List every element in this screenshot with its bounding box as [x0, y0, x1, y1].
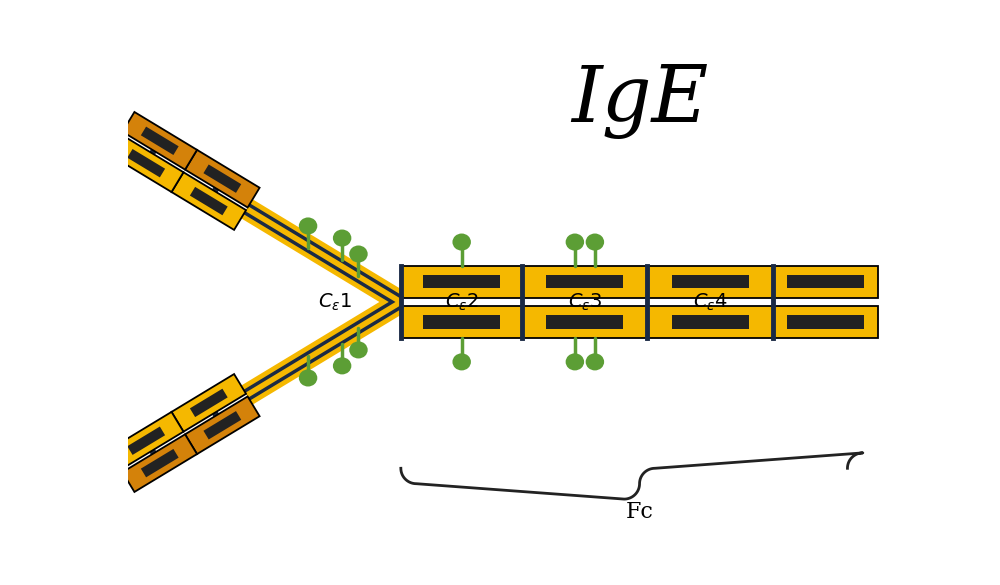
- Ellipse shape: [452, 233, 471, 250]
- Polygon shape: [127, 426, 165, 455]
- Polygon shape: [203, 164, 241, 193]
- Text: Fc: Fc: [626, 501, 653, 522]
- Polygon shape: [190, 388, 228, 417]
- Polygon shape: [122, 112, 197, 170]
- FancyBboxPatch shape: [787, 315, 864, 329]
- Ellipse shape: [566, 233, 584, 250]
- Ellipse shape: [586, 233, 604, 250]
- Polygon shape: [203, 411, 241, 439]
- FancyBboxPatch shape: [401, 306, 878, 338]
- Polygon shape: [185, 397, 260, 454]
- Text: $C_\varepsilon 4$: $C_\varepsilon 4$: [693, 291, 728, 312]
- Ellipse shape: [299, 369, 317, 387]
- Ellipse shape: [586, 353, 604, 370]
- Text: $C_\varepsilon 3$: $C_\varepsilon 3$: [568, 291, 602, 312]
- FancyBboxPatch shape: [672, 315, 749, 329]
- Ellipse shape: [566, 353, 584, 370]
- FancyBboxPatch shape: [401, 266, 878, 298]
- Ellipse shape: [349, 342, 368, 359]
- Polygon shape: [185, 150, 260, 208]
- Ellipse shape: [333, 357, 351, 374]
- Polygon shape: [122, 434, 197, 492]
- Polygon shape: [141, 126, 179, 155]
- Ellipse shape: [299, 218, 317, 235]
- Text: $C_\varepsilon 1$: $C_\varepsilon 1$: [318, 291, 352, 312]
- Text: IgE: IgE: [571, 63, 708, 139]
- Text: $C_\varepsilon 2$: $C_\varepsilon 2$: [445, 291, 479, 312]
- Polygon shape: [109, 412, 183, 470]
- FancyBboxPatch shape: [423, 315, 500, 329]
- FancyBboxPatch shape: [546, 276, 623, 288]
- Ellipse shape: [349, 246, 368, 263]
- Polygon shape: [127, 149, 165, 177]
- Ellipse shape: [333, 229, 351, 247]
- Polygon shape: [109, 135, 183, 192]
- Polygon shape: [172, 172, 246, 230]
- FancyBboxPatch shape: [423, 276, 500, 288]
- Polygon shape: [172, 374, 246, 432]
- FancyBboxPatch shape: [546, 315, 623, 329]
- Ellipse shape: [452, 353, 471, 370]
- Polygon shape: [190, 187, 228, 215]
- Polygon shape: [141, 449, 179, 477]
- FancyBboxPatch shape: [672, 276, 749, 288]
- FancyBboxPatch shape: [787, 276, 864, 288]
